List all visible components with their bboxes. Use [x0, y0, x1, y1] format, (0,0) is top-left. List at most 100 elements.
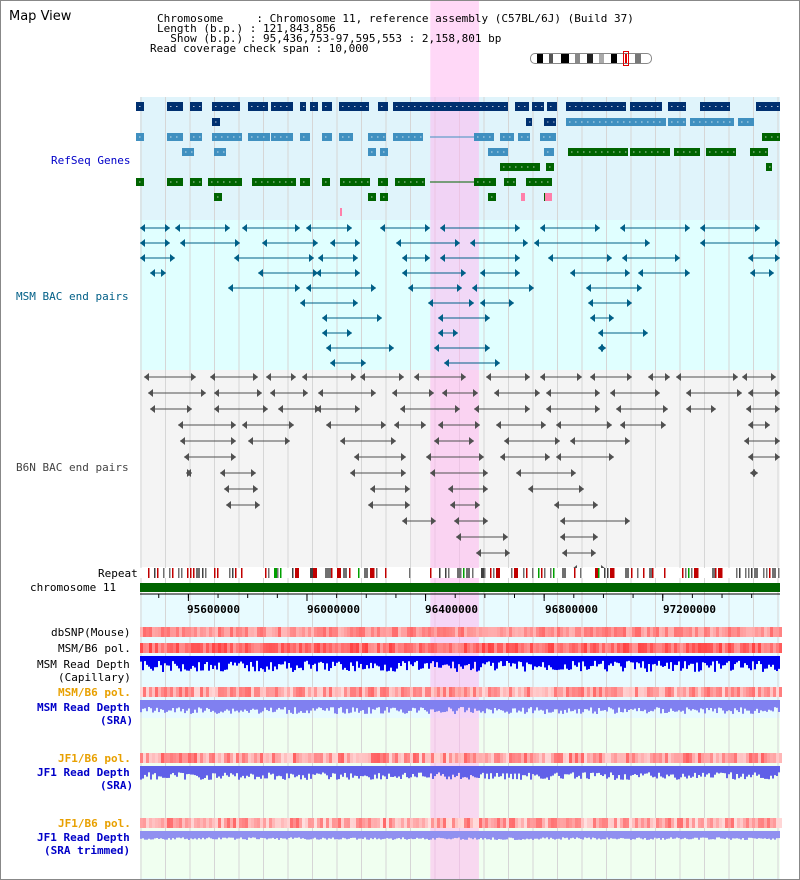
msm-depth-capillary-label[interactable]: MSM Read Depth [37, 658, 130, 671]
heat-cell [647, 643, 650, 653]
msm-bac-track-label[interactable]: MSM BAC end pairs [16, 290, 129, 303]
heat-cell [563, 753, 566, 763]
repeat-mark [448, 568, 450, 578]
dbsnp-track-label[interactable]: dbSNP(Mouse) [51, 626, 131, 639]
depth-bar [408, 656, 410, 662]
depth-bar [524, 656, 526, 672]
heat-cell [608, 818, 611, 828]
repeat-track-label[interactable]: Repeat [98, 567, 138, 580]
heat-cell [287, 627, 290, 637]
heat-cell [383, 753, 386, 763]
depth-bar [342, 700, 344, 713]
jf1-b6-pol-trim-track-label[interactable]: JF1/B6 pol. [58, 817, 131, 830]
gene-row [566, 118, 754, 126]
depth-bar [220, 831, 222, 840]
b6n-bac-pair [210, 373, 258, 381]
depth-bar [468, 831, 470, 838]
gene-stripe [711, 121, 713, 123]
heat-cell [317, 643, 320, 653]
refseq-track-label[interactable]: RefSeq Genes [51, 154, 131, 167]
depth-bar [286, 700, 288, 714]
depth-bar [182, 700, 184, 709]
heat-cell [650, 627, 653, 637]
heat-cell [257, 687, 260, 697]
jf1-depth-sra-label[interactable]: JF1 Read Depth [37, 766, 130, 779]
depth-bar [206, 656, 208, 663]
msm-depth-sra-label[interactable]: MSM Read Depth [37, 701, 130, 714]
heat-cell [542, 687, 545, 697]
depth-bar [310, 831, 312, 840]
heat-cell [740, 818, 743, 828]
jf1-b6-pol-track-label[interactable]: JF1/B6 pol. [58, 752, 131, 765]
heat-cell [674, 753, 677, 763]
depth-bar [152, 656, 154, 671]
heat-cell [605, 627, 608, 637]
chromosome-ideogram[interactable] [530, 53, 652, 64]
depth-bar [476, 766, 478, 778]
heat-cell [515, 643, 518, 653]
depth-bar [734, 656, 736, 665]
depth-bar [406, 831, 408, 840]
heat-cell [665, 818, 668, 828]
b6n-bac-track-label[interactable]: B6N BAC end pairs [16, 461, 129, 474]
gene-stripe [410, 181, 412, 183]
heat-cell [497, 753, 500, 763]
heat-cell [362, 627, 365, 637]
heat-cell [596, 627, 599, 637]
repeat-mark [181, 568, 183, 578]
depth-bar [562, 656, 564, 670]
heat-cell [731, 643, 734, 653]
depth-bar [164, 656, 166, 664]
heat-cell [566, 643, 569, 653]
gene-stripe [633, 106, 635, 107]
msm-bac-pair [440, 224, 520, 232]
heat-cell [722, 687, 725, 697]
depth-bar [178, 831, 180, 838]
heat-cell [575, 627, 578, 637]
depth-bar [342, 831, 344, 838]
repeat-mark [457, 568, 461, 578]
msm-b6-pol-sra-track-label[interactable]: MSM/B6 pol. [58, 686, 131, 699]
heat-cell [353, 627, 356, 637]
depth-bar [704, 700, 706, 714]
heat-cell [275, 818, 278, 828]
heat-cell [416, 643, 419, 653]
depth-bar [710, 766, 712, 778]
pair-end [425, 254, 430, 262]
ideogram-position-marker[interactable] [623, 51, 629, 66]
heat-cell [485, 627, 488, 637]
heat-cell [326, 818, 329, 828]
msm-bac-pair [234, 254, 314, 262]
gene-stripe [361, 181, 363, 183]
gene-stripe [217, 151, 219, 153]
heat-cell [224, 687, 227, 697]
depth-bar [620, 766, 622, 780]
depth-bar [324, 656, 326, 670]
msm-b6-pol-track-label[interactable]: MSM/B6 pol. [58, 642, 131, 655]
heat-cell [170, 753, 173, 763]
msm-bac-pair [570, 269, 630, 277]
jf1-depth-trim-label[interactable]: JF1 Read Depth [37, 831, 130, 844]
depth-bar [516, 831, 518, 840]
msm-bac-pair [428, 299, 474, 307]
pair-end [748, 453, 753, 461]
depth-bar [278, 831, 280, 840]
heat-cell [161, 687, 164, 697]
depth-bar [720, 656, 722, 669]
heat-cell [440, 753, 443, 763]
gene-stripe [765, 136, 767, 138]
heat-cell [773, 643, 776, 653]
depth-bar [314, 766, 316, 775]
heat-cell [491, 753, 494, 763]
chromosome-track-label[interactable]: chromosome 11 [30, 581, 117, 594]
depth-bar [484, 766, 486, 779]
depth-bar [246, 656, 248, 666]
depth-bar [730, 700, 732, 712]
depth-bar [634, 766, 636, 775]
depth-bar [594, 656, 596, 661]
depth-bar [606, 700, 608, 712]
repeat-mark [268, 568, 270, 578]
depth-bar [552, 656, 554, 670]
heat-cell [527, 643, 530, 653]
